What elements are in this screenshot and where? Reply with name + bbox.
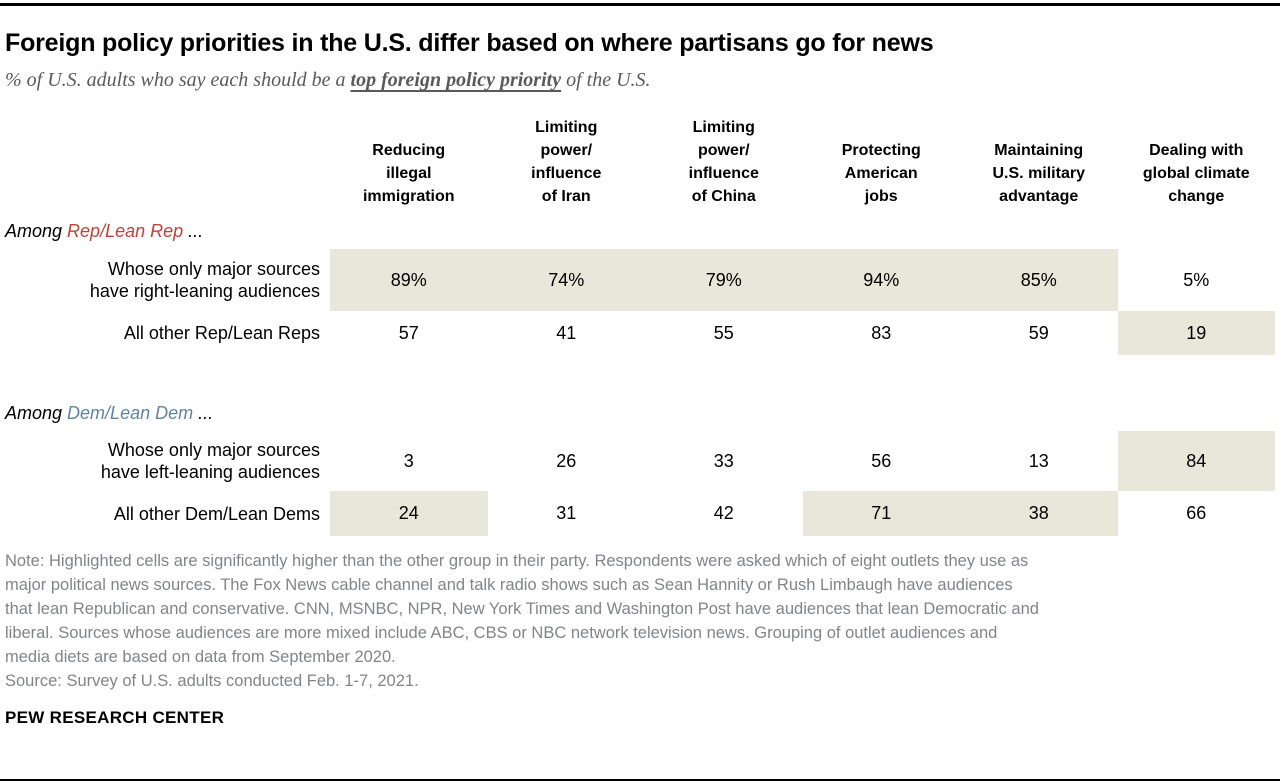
value-cell: 24	[330, 491, 488, 536]
column-header-spacer	[5, 99, 330, 217]
row-label-dem-left-leaning: Whose only major sources have left-leani…	[100, 440, 320, 482]
value-cell: 19	[1117, 311, 1275, 355]
group-label-rep-party: Rep/Lean Rep	[67, 221, 184, 241]
value-cell: 79%	[645, 249, 803, 311]
value-cell: 71	[802, 491, 960, 536]
value-cell: 56	[871, 450, 892, 471]
column-header-immigration: Reducing illegal immigration	[362, 142, 455, 205]
value-cell: 42	[713, 503, 734, 523]
value-cell: 85%	[960, 249, 1118, 311]
value-cell: 13	[1028, 450, 1049, 471]
row-label-dem-all-other: All other Dem/Lean Dems	[113, 503, 320, 524]
column-header-iran: Limiting power/ influence of Iran	[531, 119, 602, 205]
group-label-rep-suffix: ...	[183, 221, 204, 241]
group-label-dem-party: Dem/Lean Dem	[67, 403, 194, 423]
value-cell: 31	[556, 503, 577, 523]
subtitle-emphasis: top foreign policy priority	[350, 69, 562, 91]
value-cell: 5%	[1183, 269, 1210, 290]
value-cell: 74%	[487, 249, 645, 311]
value-cell: 94%	[802, 249, 960, 311]
value-cell: 59	[1028, 322, 1049, 343]
page-title: Foreign policy priorities in the U.S. di…	[5, 29, 934, 57]
subtitle: % of U.S. adults who say each should be …	[5, 68, 1275, 93]
value-cell: 89%	[330, 249, 488, 311]
value-cell: 66	[1186, 503, 1207, 523]
column-header-military: Maintaining U.S. military advantage	[992, 142, 1085, 205]
subtitle-suffix: of the U.S.	[561, 69, 651, 91]
value-cell: 83	[871, 322, 892, 343]
group-label-dem: Among Dem/Lean Dem ...	[5, 399, 1275, 431]
subtitle-prefix: % of U.S. adults who say each should be …	[5, 69, 351, 91]
row-label-rep-all-other: All other Rep/Lean Reps	[123, 323, 320, 343]
value-cell: 41	[556, 322, 577, 343]
column-header-jobs: Protecting American jobs	[841, 142, 921, 205]
source-text: Source: Survey of U.S. adults conducted …	[5, 672, 419, 690]
brand-label: PEW RESEARCH CENTER	[5, 708, 225, 727]
bottom-rule	[0, 779, 1280, 781]
value-cell: 3	[403, 450, 414, 471]
column-header-china: Limiting power/ influence of China	[688, 119, 759, 205]
group-spacer	[5, 355, 1275, 399]
column-header-climate: Dealing with global climate change	[1142, 142, 1250, 205]
group-label-dem-suffix: ...	[193, 403, 214, 423]
value-cell: 84	[1117, 431, 1275, 491]
group-label-rep: Among Rep/Lean Rep ...	[5, 217, 1275, 249]
value-cell: 33	[713, 450, 734, 471]
group-label-rep-prefix: Among	[5, 221, 68, 241]
row-label-rep-right-leaning: Whose only major sources have right-lean…	[89, 259, 320, 301]
group-label-dem-prefix: Among	[5, 403, 68, 423]
value-cell: 55	[713, 322, 734, 343]
note-text: Note: Highlighted cells are significantl…	[5, 552, 1039, 666]
value-cell: 26	[556, 450, 577, 471]
value-cell: 57	[398, 322, 419, 343]
value-cell: 38	[960, 491, 1118, 536]
top-rule	[0, 3, 1280, 6]
data-table: Reducing illegal immigration Limiting po…	[5, 99, 1275, 536]
